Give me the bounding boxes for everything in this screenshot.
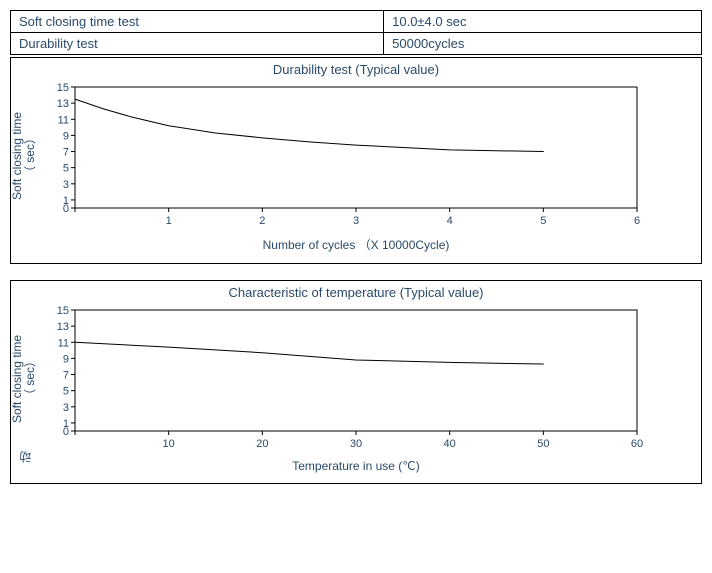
chart2-y-label-text: Soft closing time — [10, 335, 24, 423]
chart1-x-label: Number of cycles （X 10000Cycle) — [11, 236, 701, 253]
table-row: Durability test50000cycles — [11, 33, 702, 55]
spec-label: Soft closing time test — [11, 11, 384, 33]
chart1-plot: 013579111315123456 — [39, 79, 649, 234]
svg-text:13: 13 — [57, 98, 69, 110]
svg-text:4: 4 — [447, 215, 453, 227]
chart2-plot: 013579111315102030405060 — [39, 302, 649, 457]
chart1-y-unit: （ sec） — [24, 112, 37, 198]
chart2-title: Characteristic of temperature (Typical v… — [11, 285, 701, 300]
svg-text:7: 7 — [63, 370, 69, 382]
durability-chart-box: Durability test (Typical value) Soft clo… — [10, 57, 702, 264]
svg-text:3: 3 — [353, 215, 359, 227]
svg-text:10: 10 — [163, 438, 175, 450]
svg-text:9: 9 — [63, 130, 69, 142]
svg-text:5: 5 — [540, 215, 546, 227]
svg-text:7: 7 — [63, 147, 69, 159]
svg-text:30: 30 — [350, 438, 362, 450]
svg-text:5: 5 — [63, 386, 69, 398]
spec-value: 50000cycles — [384, 33, 702, 55]
temperature-chart-box: Characteristic of temperature (Typical v… — [10, 280, 702, 484]
svg-text:50: 50 — [537, 438, 549, 450]
spec-label: Durability test — [11, 33, 384, 55]
chart1-title: Durability test (Typical value) — [11, 62, 701, 77]
chart2-x-label: Temperature in use (℃) — [11, 459, 701, 473]
spec-table: Soft closing time test10.0±4.0 secDurabi… — [10, 10, 702, 55]
svg-text:40: 40 — [444, 438, 456, 450]
svg-text:1: 1 — [63, 195, 69, 207]
svg-text:11: 11 — [58, 114, 69, 126]
svg-text:15: 15 — [57, 305, 69, 317]
table-row: Soft closing time test10.0±4.0 sec — [11, 11, 702, 33]
chart2-y-label: Soft closing time （ sec） — [11, 335, 39, 423]
svg-text:13: 13 — [57, 321, 69, 333]
svg-text:5: 5 — [63, 163, 69, 175]
svg-text:9: 9 — [63, 353, 69, 365]
svg-text:2: 2 — [259, 215, 265, 227]
svg-text:1: 1 — [166, 215, 172, 227]
svg-text:11: 11 — [58, 337, 69, 349]
chart2-left-small-label: 动 — [17, 451, 34, 463]
svg-text:1: 1 — [63, 418, 69, 430]
spec-value: 10.0±4.0 sec — [384, 11, 702, 33]
svg-text:20: 20 — [256, 438, 268, 450]
svg-text:3: 3 — [63, 402, 69, 414]
chart1-y-label-text: Soft closing time — [10, 112, 24, 200]
chart2-y-unit: （ sec） — [24, 335, 37, 421]
chart1-y-label: Soft closing time （ sec） — [11, 112, 39, 200]
svg-text:60: 60 — [631, 438, 643, 450]
svg-text:6: 6 — [634, 215, 640, 227]
svg-text:3: 3 — [63, 179, 69, 191]
svg-text:15: 15 — [57, 82, 69, 94]
